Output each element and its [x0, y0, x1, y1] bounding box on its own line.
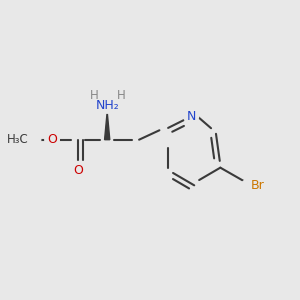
Text: O: O: [47, 133, 57, 146]
Text: NH₂: NH₂: [95, 99, 119, 112]
Polygon shape: [105, 112, 110, 140]
Ellipse shape: [87, 88, 101, 103]
Text: N: N: [187, 110, 196, 123]
Ellipse shape: [17, 132, 41, 147]
Ellipse shape: [241, 178, 260, 193]
Text: O: O: [73, 164, 83, 177]
Text: Br: Br: [251, 179, 265, 192]
Ellipse shape: [184, 109, 199, 124]
Text: H: H: [90, 89, 98, 102]
Text: H₃C: H₃C: [7, 133, 29, 146]
Ellipse shape: [45, 132, 59, 147]
Text: H: H: [117, 89, 126, 102]
Ellipse shape: [71, 163, 86, 178]
Ellipse shape: [114, 88, 129, 103]
Ellipse shape: [95, 98, 119, 113]
